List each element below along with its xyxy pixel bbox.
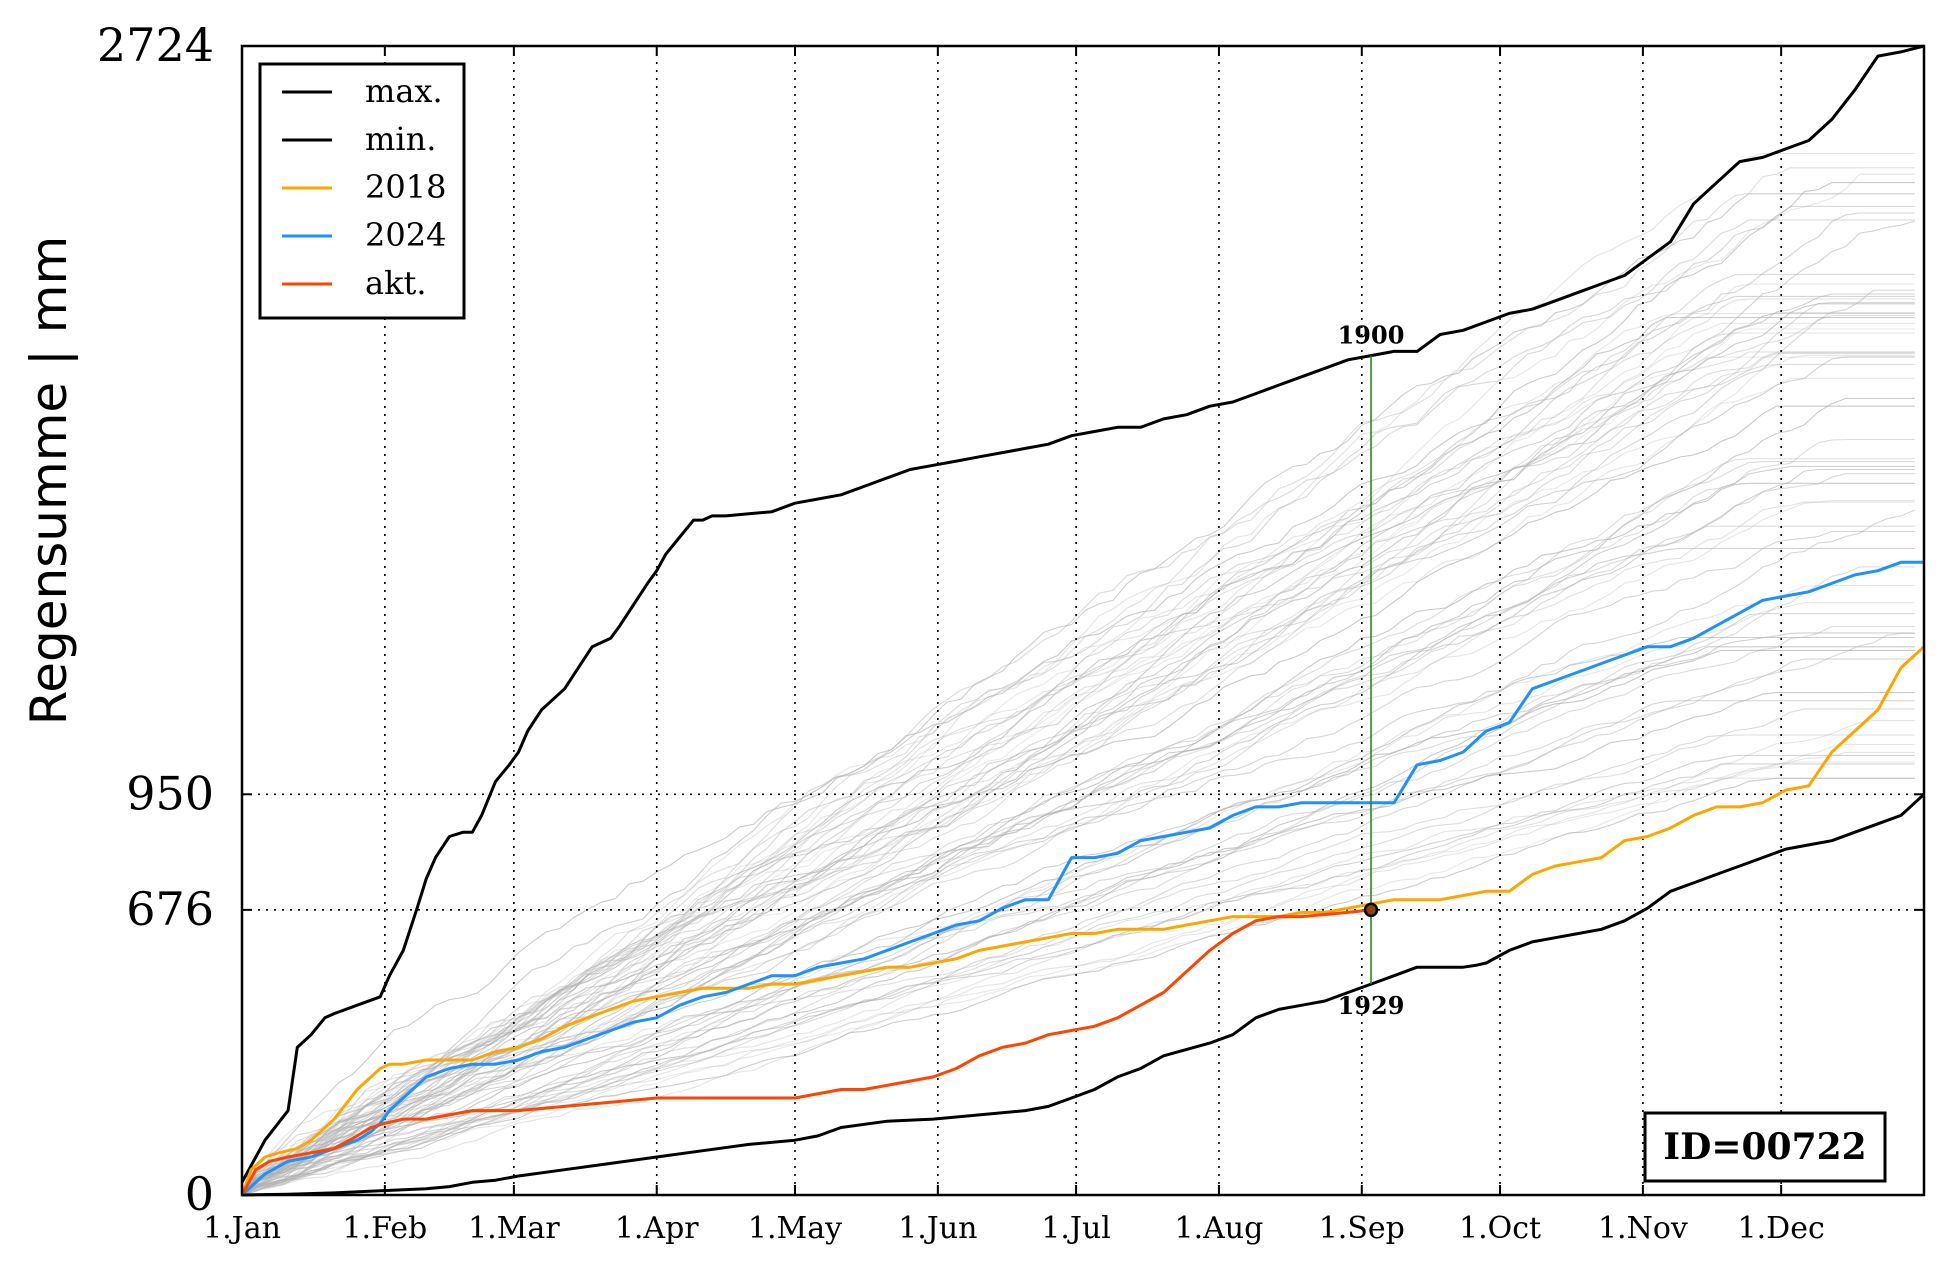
background-year-line (241, 602, 1915, 1196)
background-year-line (241, 303, 1915, 1196)
background-year-line (241, 761, 1915, 1196)
x-tick-label: 1.Mar (468, 1211, 560, 1246)
grid-lines (242, 46, 1924, 1195)
background-year-line (241, 501, 1915, 1196)
background-year-line (241, 328, 1915, 1196)
series-line-akt (240, 908, 1372, 1196)
background-year-line (241, 649, 1915, 1196)
x-tick-label: 1.Jul (1041, 1211, 1111, 1246)
background-year-line (241, 212, 1915, 1196)
background-year-line (241, 313, 1915, 1196)
x-tick-label: 1.Aug (1175, 1211, 1264, 1246)
series-line-2018 (240, 645, 1926, 1196)
background-year-line (241, 363, 1915, 1196)
background-year-line (241, 461, 1915, 1196)
background-year-line (241, 700, 1915, 1196)
background-year-line (241, 754, 1915, 1196)
station-id-label: ID=00722 (1663, 1126, 1866, 1168)
y-axis-ticks: 0 676 950 2724 (97, 18, 1924, 1221)
background-year-line (241, 499, 1915, 1196)
annotation-max-year: 1900 (1338, 321, 1405, 350)
background-year-line (241, 295, 1915, 1196)
series-line-max (240, 44, 1925, 1184)
station-id-frame (1643, 1111, 1887, 1183)
legend: max. min. 2018 2024 akt. (258, 62, 466, 320)
x-tick-label: 1.Jun (898, 1211, 977, 1246)
background-year-line (241, 193, 1915, 1196)
background-year-line (241, 692, 1915, 1196)
background-year-line (241, 468, 1915, 1196)
background-year-line (241, 220, 1915, 1196)
station-id-box: ID=00722 (1643, 1111, 1887, 1183)
background-year-line (241, 646, 1915, 1196)
background-year-line (241, 182, 1915, 1196)
background-year-line (241, 356, 1915, 1196)
x-tick-label: 1.Oct (1459, 1211, 1541, 1246)
background-year-line (241, 743, 1915, 1196)
background-year-line (241, 219, 1915, 1196)
x-tick-label: 1.Apr (615, 1211, 699, 1246)
y-tick-label: 2724 (97, 18, 214, 72)
background-year-line (241, 167, 1915, 1196)
legend-frame (258, 62, 466, 320)
background-year-line (241, 473, 1915, 1196)
series-line-min (241, 793, 1926, 1197)
current-value-marker (1363, 902, 1379, 918)
x-tick-label: 1.Jan (203, 1211, 281, 1246)
y-axis-label: Regensumme | mm (20, 236, 78, 725)
x-tick-label: 1.Nov (1598, 1211, 1688, 1246)
y-tick-label: 0 (185, 1167, 214, 1221)
y-tick-label: 950 (126, 766, 214, 820)
background-year-line (241, 354, 1915, 1196)
background-year-line (241, 312, 1915, 1196)
x-tick-label: 1.Feb (342, 1211, 427, 1246)
background-year-line (241, 322, 1915, 1196)
background-year-line (241, 751, 1915, 1196)
background-year-line (241, 314, 1915, 1196)
x-tick-label: 1.May (748, 1211, 842, 1246)
y-tick-label: 676 (126, 882, 214, 936)
background-year-line (241, 566, 1915, 1196)
background-year-line (241, 173, 1915, 1196)
background-year-line (241, 509, 1916, 1196)
series-lines (240, 44, 1926, 1197)
x-tick-label: 1.Sep (1319, 1211, 1405, 1246)
background-year-line (241, 547, 1915, 1196)
background-year-line (241, 613, 1915, 1196)
series-line-2024 (240, 560, 1924, 1197)
background-year-line (241, 298, 1915, 1196)
background-year-line (241, 353, 1915, 1196)
background-year-line (241, 205, 1915, 1196)
legend-label: 2024 (365, 216, 446, 254)
legend-label: max. (365, 72, 443, 110)
background-year-line (241, 777, 1915, 1196)
legend-label: 2018 (365, 168, 446, 206)
background-year-line (241, 301, 1915, 1196)
x-axis-ticks: 1.Jan 1.Feb 1.Mar 1.Apr 1.May 1.Jun 1.Jul 1.Aug… (203, 46, 1825, 1246)
background-year-line (241, 289, 1915, 1196)
background-year-line (241, 584, 1915, 1196)
marker-layer: 1900 1929 (1338, 321, 1405, 1020)
background-year-line (241, 625, 1915, 1196)
background-year-line (241, 152, 1915, 1196)
background-year-lines (241, 152, 1916, 1196)
annotation-min-year: 1929 (1338, 991, 1405, 1020)
background-year-line (241, 283, 1915, 1196)
background-year-line (241, 397, 1915, 1196)
x-tick-label: 1.Dec (1738, 1211, 1825, 1246)
legend-label: akt. (365, 264, 427, 302)
background-year-line (241, 658, 1915, 1196)
background-year-line (241, 273, 1915, 1196)
background-year-line (241, 465, 1915, 1196)
background-year-line (241, 356, 1915, 1196)
background-year-line (241, 530, 1915, 1196)
legend-label: min. (365, 120, 436, 158)
plot-frame (240, 44, 1926, 1197)
background-year-line (241, 632, 1915, 1196)
